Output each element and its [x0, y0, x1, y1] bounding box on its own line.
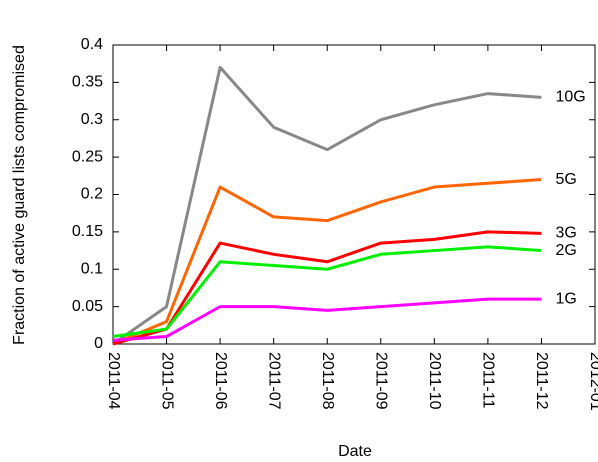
- x-tick-label: 2011-11: [480, 352, 497, 408]
- x-tick-label: 2012-01: [587, 352, 598, 411]
- series-line: [112, 65, 542, 346]
- y-tick-label: 0.35: [72, 74, 103, 91]
- series-label: 5G: [555, 171, 576, 188]
- series-line: [112, 230, 542, 346]
- y-axis-label: Fraction of active guard lists compromis…: [11, 45, 28, 345]
- y-tick-label: 0.1: [81, 260, 103, 277]
- series-line: [112, 245, 542, 339]
- x-tick-label: 2011-06: [212, 352, 229, 410]
- x-axis-label: Date: [338, 443, 372, 460]
- y-tick-label: 0.4: [81, 36, 103, 53]
- series-label: 2G: [555, 242, 576, 259]
- x-tick-label: 2011-09: [373, 352, 390, 410]
- y-tick-label: 0.3: [81, 111, 103, 128]
- x-tick-label: 2011-10: [426, 352, 443, 410]
- x-tick-label: 2011-05: [158, 352, 175, 410]
- series-label: 3G: [555, 225, 576, 242]
- x-tick-label: 2011-04: [105, 352, 122, 410]
- x-tick-label: 2011-08: [319, 352, 336, 410]
- series-line: [112, 178, 542, 346]
- series-label: 1G: [555, 290, 576, 307]
- series-line: [112, 297, 542, 342]
- series-label: 10G: [555, 89, 585, 106]
- y-tick-label: 0.15: [72, 223, 103, 240]
- y-tick-label: 0.2: [81, 186, 103, 203]
- y-tick-label: 0: [94, 335, 103, 352]
- y-tick-label: 0.25: [72, 148, 103, 165]
- y-tick-label: 0.05: [72, 298, 103, 315]
- x-tick-label: 2011-07: [265, 352, 282, 410]
- x-tick-label: 2011-12: [533, 352, 550, 410]
